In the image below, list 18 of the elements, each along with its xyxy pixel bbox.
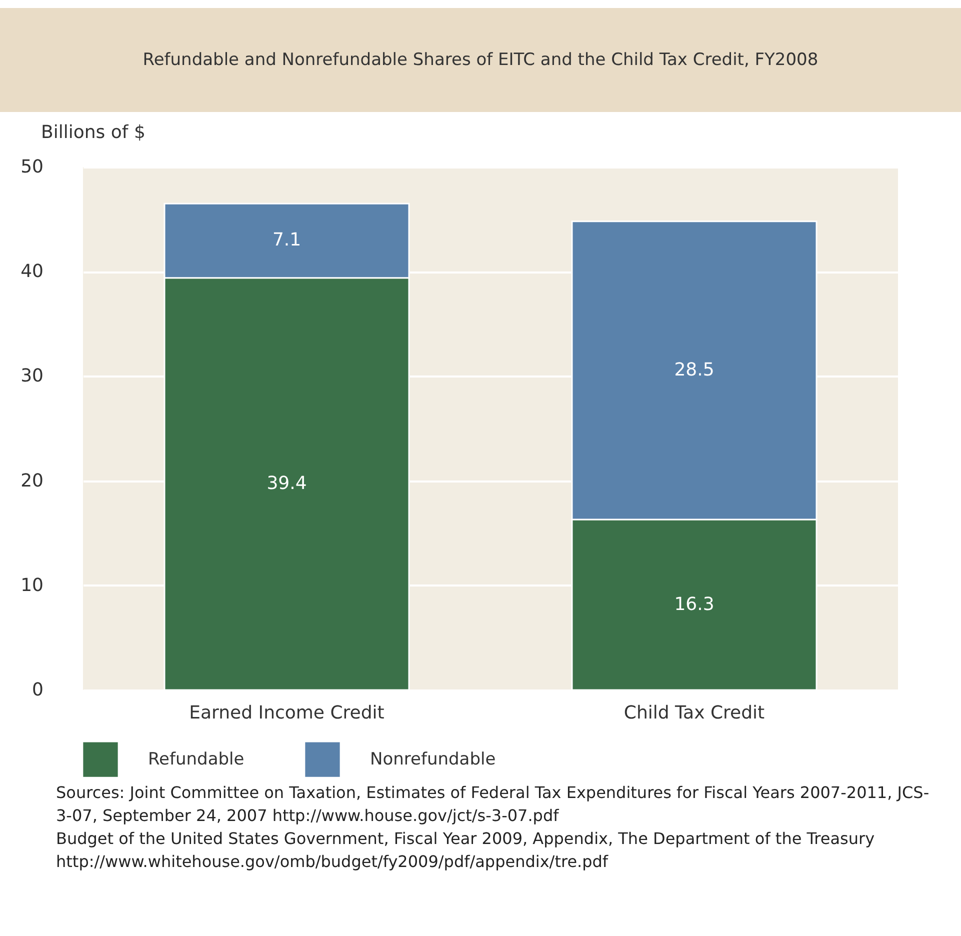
source-note: Sources: Joint Committee on Taxation, Estimates of Federal Tax Expenditures for Fiscal Years 2007-2011, JCS-3-07, September 24, 2007 http://www.house.gov/jct/s-3-07.pdf (56, 782, 930, 827)
y-tick-label: 0 (32, 680, 44, 700)
legend-label: Refundable (148, 750, 244, 770)
legend-label: Nonrefundable (370, 750, 496, 770)
y-axis-title: Billions of $ (41, 122, 146, 143)
y-tick-label: 50 (20, 156, 44, 178)
data-label: 7.1 (272, 230, 302, 251)
data-label: 16.3 (674, 594, 714, 615)
data-label: 28.5 (674, 359, 714, 380)
text: Budget of the United States Government, Fiscal Year 2009, Appendix, The Department of the Treasury http://www.whitehouse.gov/omb/budget/fy2009/pdf/appendix/tre.pdf (56, 828, 876, 873)
y-tick-label: 40 (20, 261, 44, 282)
chart-title: Refundable and Nonrefundable Shares of EITC and the Child Tax Credit, FY2008 (0, 8, 961, 112)
y-tick-label: 10 (20, 574, 44, 596)
y-tick-label: 30 (20, 366, 44, 387)
y-tick-label: 20 (20, 470, 44, 492)
x-tick-label: Earned Income Credit (189, 702, 384, 724)
data-label: 39.4 (266, 472, 307, 494)
x-tick-label: Child Tax Credit (624, 702, 765, 724)
